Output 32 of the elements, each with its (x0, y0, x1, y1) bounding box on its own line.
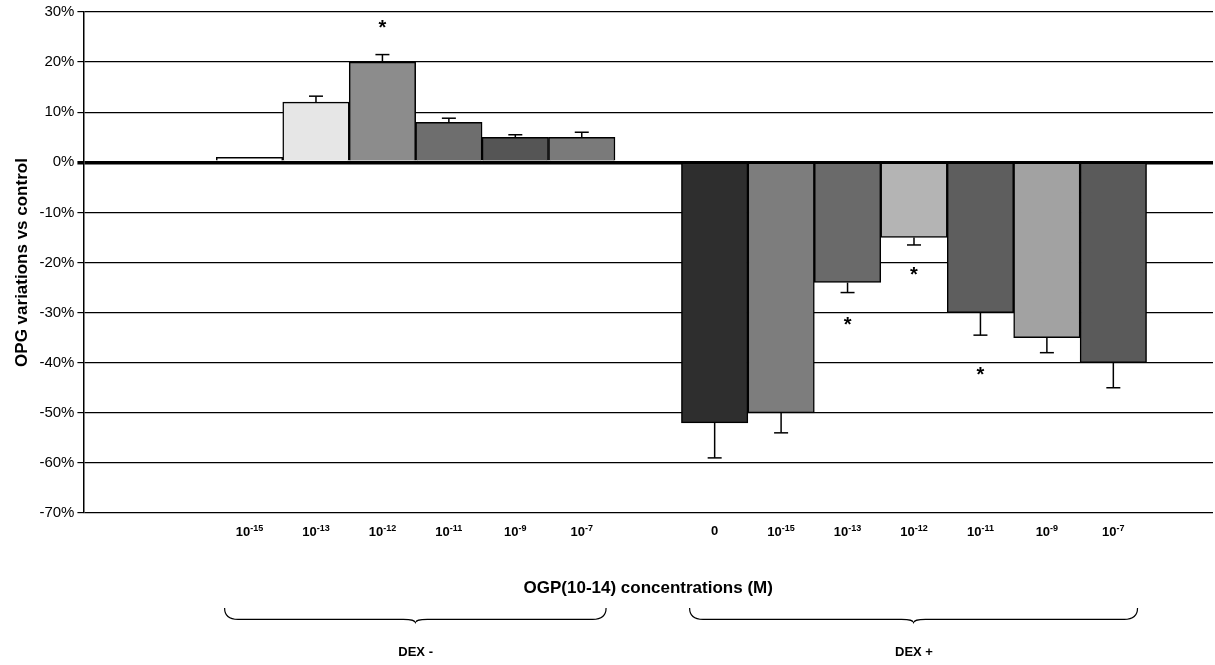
x-tick-label: 10$^{-12}$ (368, 523, 397, 540)
x-axis-title: OGP(10-14) concentrations (M) (523, 578, 773, 598)
text: DEX - (398, 644, 433, 659)
y-tick-label: -60% (39, 453, 75, 471)
x-tick-label: 10$^{-15}$ (235, 523, 264, 540)
y-tick-label: -30% (39, 302, 75, 320)
data-label: * (378, 16, 387, 39)
x-tick-label: 10$^{-7}$ (1102, 523, 1125, 540)
y-tick-label: 20% (44, 52, 75, 70)
y-tick-label: 30% (44, 2, 75, 20)
x-tick-label: 10$^{-9}$ (504, 523, 527, 540)
text: DEX + (895, 644, 933, 659)
x-tick-label: 0 (711, 523, 719, 538)
x-tick-label: 10$^{-11}$ (435, 523, 463, 540)
x-tick-label: 10$^{-13}$ (833, 523, 862, 540)
y-tick-label: -20% (39, 252, 75, 270)
data-label: * (976, 363, 985, 386)
x-tick-label: 10$^{-15}$ (767, 523, 795, 540)
x-tick-label: 10$^{-7}$ (570, 523, 593, 540)
x-tick-label: 10$^{-11}$ (966, 523, 994, 540)
y-tick-label: 10% (44, 102, 75, 120)
x-tick-label: 10$^{-12}$ (900, 523, 928, 540)
y-tick-label: -40% (39, 352, 75, 370)
data-label: * (843, 313, 852, 336)
y-tick-label: -70% (39, 503, 75, 521)
y-tick-label: -50% (39, 402, 75, 420)
x-tick-label: 10$^{-9}$ (1035, 523, 1059, 540)
y-axis-title: OPG variations vs control (11, 158, 31, 367)
data-label: * (910, 263, 919, 286)
y-tick-label: 0% (52, 152, 75, 170)
x-tick-label: 10$^{-13}$ (302, 523, 330, 540)
y-tick-label: -10% (39, 202, 75, 220)
